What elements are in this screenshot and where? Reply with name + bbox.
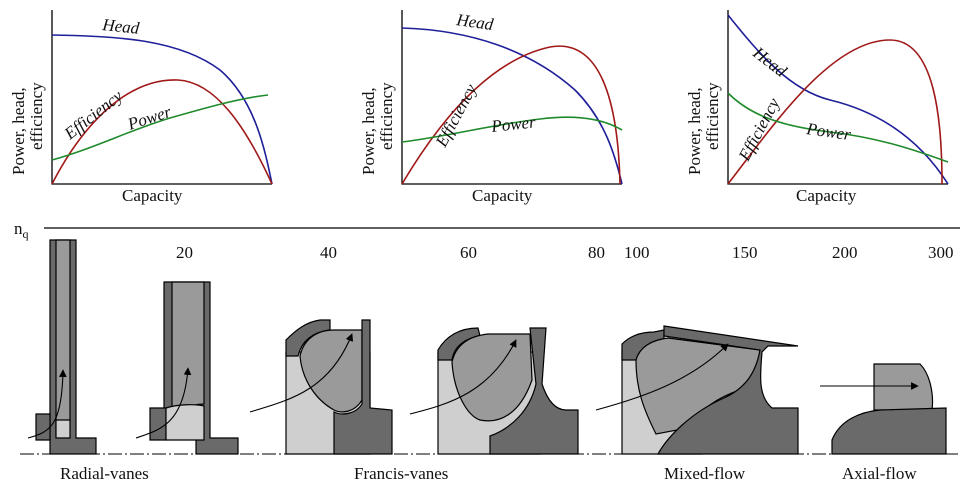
scale-symbol-subscript: q	[23, 227, 29, 241]
chart-francis-power-label: Power	[489, 112, 537, 136]
specific-speed-scale: nq 20 40 60 80 100 150 200 300	[14, 219, 960, 262]
chart-radial-efficiency-label: Efficiency	[60, 86, 126, 144]
chart-francis-ylabel-line1: Power, head,	[359, 87, 378, 175]
chart-axial-power-curve	[727, 92, 949, 163]
chart-axial-xlabel: Capacity	[796, 186, 857, 205]
scale-tick-40: 40	[320, 243, 337, 262]
chart-axial: Power, head, efficiency Capacity Head Ef…	[685, 10, 949, 205]
chart-axial-ylabel-line1: Power, head,	[685, 87, 704, 175]
chart-francis-power-curve	[401, 116, 623, 143]
chart-francis-efficiency-label: Efficiency	[431, 81, 480, 151]
chart-francis-ylabel-line2: efficiency	[377, 82, 396, 150]
scale-tick-20: 20	[176, 243, 193, 262]
label-radial-vanes: Radial-vanes	[60, 464, 149, 483]
chart-radial-ylabel-line1: Power, head,	[9, 87, 28, 175]
impeller-francis-2	[409, 327, 579, 455]
chart-francis-head-label: Head	[454, 10, 495, 34]
impeller-radial-wide	[135, 281, 239, 455]
label-mixed-flow: Mixed-flow	[664, 464, 746, 483]
chart-radial-power-label: Power	[124, 102, 173, 134]
chart-francis-head-curve	[401, 27, 623, 185]
chart-axial-axes	[727, 10, 948, 185]
scale-tick-100: 100	[624, 243, 650, 262]
chart-radial-power-curve	[51, 94, 269, 161]
label-francis-vanes: Francis-vanes	[354, 464, 448, 483]
scale-tick-300: 300	[928, 243, 954, 262]
chart-francis-axes	[401, 10, 622, 185]
chart-axial-efficiency-curve	[727, 39, 943, 185]
impeller-mixed-flow	[595, 325, 799, 455]
impeller-francis-1	[249, 319, 393, 455]
impeller-axial-flow	[820, 363, 947, 455]
chart-francis: Power, head, efficiency Capacity Head Ef…	[359, 10, 623, 205]
chart-radial-head-curve	[51, 34, 273, 185]
chart-axial-power-label: Power	[804, 119, 852, 144]
scale-tick-200: 200	[832, 243, 858, 262]
scale-tick-80: 80	[588, 243, 605, 262]
chart-francis-efficiency-curve	[401, 45, 621, 185]
chart-radial-xlabel: Capacity	[122, 186, 183, 205]
impeller-radial-narrow	[27, 239, 97, 455]
scale-tick-60: 60	[460, 243, 477, 262]
scale-symbol: nq	[14, 219, 29, 241]
chart-radial-efficiency-curve	[51, 79, 273, 185]
chart-radial: Power, head, efficiency Capacity Head Ef…	[9, 10, 273, 205]
chart-radial-ylabel-line2: efficiency	[27, 82, 46, 150]
chart-francis-xlabel: Capacity	[472, 186, 533, 205]
chart-axial-head-curve	[727, 14, 949, 185]
label-axial-flow: Axial-flow	[842, 464, 917, 483]
scale-tick-150: 150	[732, 243, 758, 262]
scale-symbol-n: n	[14, 219, 23, 238]
chart-axial-ylabel-line2: efficiency	[703, 82, 722, 150]
chart-radial-head-label: Head	[101, 15, 141, 38]
